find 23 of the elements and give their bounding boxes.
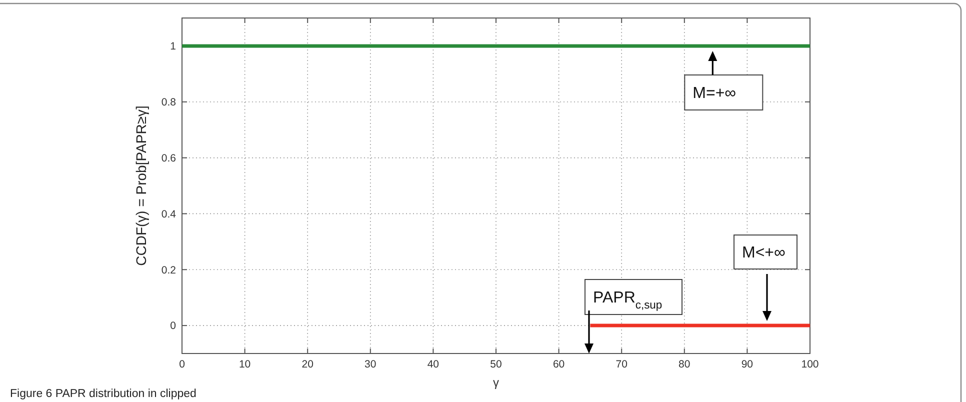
- y-tick-label: 0.8: [161, 96, 176, 109]
- annotation: M=+∞: [692, 85, 736, 102]
- x-tick-label: 50: [490, 358, 502, 370]
- y-tick-label: 0: [170, 320, 176, 332]
- x-axis-title: γ: [493, 376, 499, 390]
- x-tick-label: 40: [427, 358, 440, 370]
- y-tick-label: 1: [170, 40, 176, 53]
- caption: Figure 6 PAPR distribution in clipped: [10, 388, 196, 400]
- y-axis-title: CCDF(γ) = Prob[PAPR≥γ]: [133, 106, 149, 266]
- x-tick-label: 30: [364, 358, 376, 370]
- x-tick-label: 20: [302, 358, 314, 370]
- y-tick-label: 0.6: [161, 152, 176, 164]
- x-tick-label: 90: [741, 358, 754, 370]
- x-tick-label: 10: [238, 358, 251, 370]
- y-tick-label: 0.4: [161, 208, 176, 220]
- x-tick-label: 100: [801, 358, 819, 370]
- x-tick-label: 70: [616, 358, 628, 370]
- y-tick-label: 0.2: [161, 264, 176, 276]
- x-tick-label: 60: [552, 358, 565, 370]
- x-tick-label: 80: [678, 358, 690, 370]
- annotation: M<+∞: [742, 244, 786, 262]
- x-tick-label: 0: [179, 358, 186, 370]
- annotation: PAPR$_{c,sup}$: [593, 290, 662, 312]
